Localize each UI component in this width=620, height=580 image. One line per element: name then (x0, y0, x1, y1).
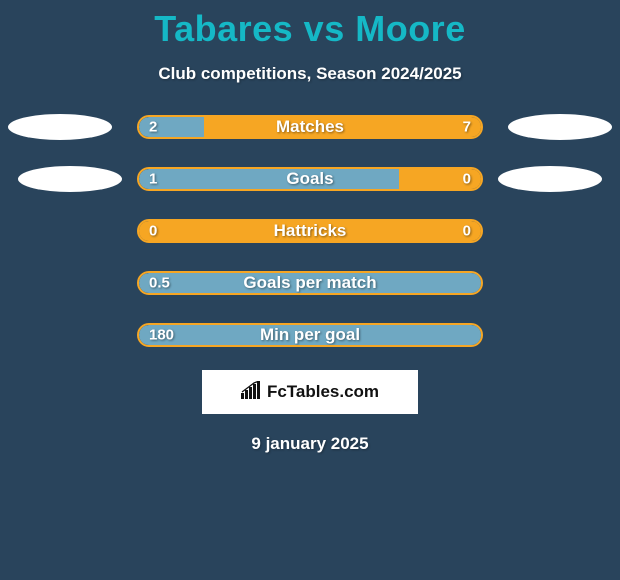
stat-value-right: 0 (463, 171, 471, 188)
stat-value-left: 1 (149, 171, 157, 188)
brand-link[interactable]: FcTables.com (202, 370, 418, 414)
stats-area: 2 Matches 7 1 Goals 0 0 Hattricks (0, 114, 620, 348)
stat-bar: 0 Hattricks 0 (137, 219, 483, 243)
stat-label: Matches (276, 117, 344, 137)
stat-row-min-per-goal: 180 Min per goal (0, 322, 620, 348)
stat-row-goals-per-match: 0.5 Goals per match (0, 270, 620, 296)
comparison-card: Tabares vs Moore Club competitions, Seas… (0, 0, 620, 580)
stat-value-right: 7 (463, 119, 471, 136)
stat-bar: 0.5 Goals per match (137, 271, 483, 295)
stat-row-hattricks: 0 Hattricks 0 (0, 218, 620, 244)
bar-chart-icon (241, 381, 263, 404)
player-photo-left (8, 114, 112, 140)
player-photo-left (18, 166, 122, 192)
stat-bar: 1 Goals 0 (137, 167, 483, 191)
stat-label: Goals per match (243, 273, 376, 293)
stat-row-goals: 1 Goals 0 (0, 166, 620, 192)
stat-value-left: 0 (149, 223, 157, 240)
stat-label: Hattricks (274, 221, 347, 241)
player-photo-right (508, 114, 612, 140)
stat-label: Goals (286, 169, 333, 189)
stat-value-left: 2 (149, 119, 157, 136)
brand-text: FcTables.com (267, 382, 379, 402)
stat-row-matches: 2 Matches 7 (0, 114, 620, 140)
stat-label: Min per goal (260, 325, 360, 345)
page-subtitle: Club competitions, Season 2024/2025 (158, 64, 461, 84)
player-photo-right (498, 166, 602, 192)
stat-bar: 2 Matches 7 (137, 115, 483, 139)
stat-value-left: 0.5 (149, 275, 170, 292)
stat-bar-left-fill (139, 169, 399, 189)
page-title: Tabares vs Moore (154, 8, 465, 50)
date-text: 9 january 2025 (251, 434, 368, 454)
stat-bar: 180 Min per goal (137, 323, 483, 347)
stat-value-right: 0 (463, 223, 471, 240)
stat-value-left: 180 (149, 327, 174, 344)
